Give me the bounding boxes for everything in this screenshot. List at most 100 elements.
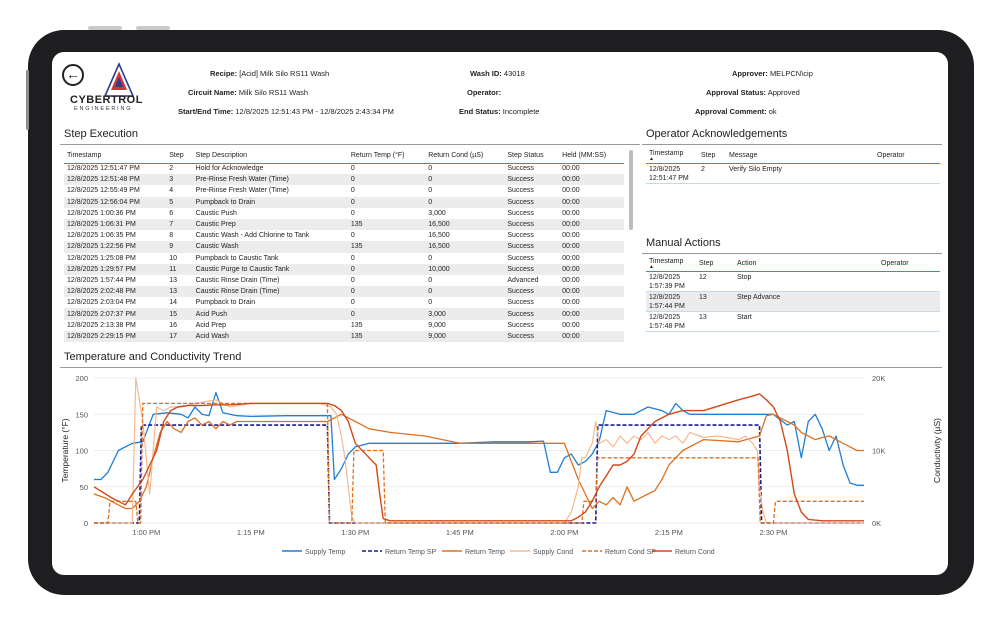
table-row[interactable]: 12/8/2025 1:06:35 PM 8 Caustic Wash - Add … — [64, 230, 624, 241]
table-cell: 12 — [699, 273, 707, 281]
table-row[interactable]: 12/8/2025 2:02:48 PM 13 Caustic Rinse Drai… — [64, 286, 624, 298]
table-cell: Success — [507, 232, 534, 240]
table-cell: Success — [507, 265, 534, 273]
table-cell: 00:00 — [562, 165, 580, 173]
table-row[interactable]: 12/8/2025 1:06:31 PM 7 Caustic Prep 135 16,5… — [64, 218, 624, 231]
operator-label: Operator: — [467, 88, 502, 97]
table-row[interactable]: 12/8/2025 2:13:38 PM 16 Acid Prep 135 9,000 S… — [64, 320, 624, 331]
table-row[interactable]: 12/8/2025 12:55:49 PM 4 Pre-Rinse Fresh Wa… — [64, 185, 624, 196]
table-row[interactable]: 12/8/2025 2:29:15 PM 17 Acid Wash 135 9,000 S… — [64, 330, 624, 342]
time-value: 12/8/2025 12:51:43 PM - 12/8/2025 2:43:3… — [235, 107, 394, 116]
timestamp-cell: 12/8/2025 1:57:39 PM — [646, 271, 696, 291]
divider — [60, 367, 942, 368]
column-header[interactable]: Timestamp ▲ — [646, 149, 698, 164]
table-row[interactable]: 12/8/2025 1:22:56 PM 9 Caustic Wash 135 16,5… — [64, 241, 624, 253]
table-row[interactable]: 12/8/2025 2:03:04 PM 14 Pumpback to Drain 0… — [64, 297, 624, 308]
table-cell: Success — [507, 332, 534, 340]
logo-subtitle: ENGINEERING — [74, 106, 133, 112]
table-cell: Step Advance — [737, 293, 781, 301]
table-row[interactable]: 12/8/2025 12:56:04 PM 5 Pumpback to Drain 0… — [64, 196, 624, 208]
cybertrol-logo-icon — [103, 62, 135, 97]
endstatus-value: Incomplete — [502, 107, 540, 116]
column-header[interactable]: Held (MM:SS) — [559, 149, 624, 164]
column-header[interactable]: Return Temp (°F) — [347, 149, 426, 164]
table-row[interactable]: 12/8/2025 1:57:44 PM 13 Step Advance — [646, 291, 940, 311]
column-header[interactable]: Step Status — [504, 149, 560, 164]
x-tick-label: 1:00 PM — [132, 528, 160, 537]
table-cell: 00:00 — [562, 221, 580, 229]
table-cell: 0 — [350, 165, 355, 173]
column-header[interactable]: Operator — [878, 257, 940, 272]
table-row[interactable]: 12/8/2025 1:57:48 PM 13 Start — [646, 311, 940, 331]
column-header[interactable]: Step — [696, 257, 734, 272]
column-header[interactable]: Message — [726, 149, 874, 164]
circuit-value: Milk Silo RS11 Wash — [238, 88, 309, 97]
column-header[interactable]: Timestamp ▲ — [646, 257, 696, 272]
step-execution-title: Step Execution — [64, 128, 138, 140]
table-cell: Success — [507, 165, 534, 173]
operator-ack-title: Operator Acknowledgements — [646, 128, 788, 140]
x-tick-label: 1:30 PM — [341, 528, 369, 537]
table-cell: 12/8/2025 2:03:04 PM — [67, 299, 136, 307]
table-cell: Success — [507, 176, 534, 184]
table-cell: 00:00 — [562, 187, 580, 195]
table-cell: Verify Silo Empty — [729, 165, 782, 173]
y-tick-label: 100 — [75, 447, 88, 456]
approval-comment-label: Approval Comment: — [695, 107, 767, 116]
table-cell: 00:00 — [562, 209, 580, 217]
approver-value: MELPCN\cip — [769, 69, 813, 78]
approval-comment-value: ok — [768, 107, 777, 116]
table-cell: Caustic Rinse Drain (Time) — [195, 276, 280, 284]
table-cell: 135 — [350, 321, 363, 329]
column-header[interactable]: Step Description — [192, 149, 348, 164]
table-cell: Caustic Prep — [195, 221, 236, 229]
x-tick-label: 2:30 PM — [759, 528, 787, 537]
table-cell — [878, 271, 940, 291]
tablet-top-button — [88, 26, 122, 30]
table-row[interactable]: 12/8/2025 12:51:48 PM 3 Pre-Rinse Fresh Wa… — [64, 174, 624, 186]
column-header[interactable]: Return Cond (µS) — [425, 149, 505, 164]
column-header[interactable]: Timestamp — [64, 149, 167, 164]
table-row[interactable]: 12/8/2025 2:07:37 PM 15 Acid Push 0 3,000 Suc… — [64, 308, 624, 320]
table-cell: 0 — [350, 299, 355, 307]
table-cell: 12/8/2025 2:07:37 PM — [67, 310, 136, 318]
y-tick-label: 0 — [84, 519, 88, 528]
table-cell: 0 — [350, 198, 355, 206]
table-cell: 0 — [350, 265, 355, 273]
table-row[interactable]: 12/8/2025 1:29:57 PM 11 Caustic Purge to C… — [64, 263, 624, 275]
table-header-row: Timestamp ▲ Step Message Operator — [646, 149, 940, 164]
table-scrollbar[interactable] — [629, 150, 633, 230]
table-row[interactable]: 12/8/2025 1:25:08 PM 10 Pumpback to Causti… — [64, 253, 624, 264]
y2-tick-label: 0K — [872, 519, 881, 528]
table-row[interactable]: 12/8/2025 1:57:44 PM 13 Caustic Rinse Drai… — [64, 275, 624, 286]
table-cell: 3 — [169, 176, 174, 184]
table-cell: 0 — [428, 187, 433, 195]
table-cell: 12/8/2025 1:25:08 PM — [67, 254, 136, 262]
column-header[interactable]: Action — [734, 257, 878, 272]
column-label: Step — [699, 260, 714, 268]
timestamp-date: 12/8/2025 — [649, 293, 681, 301]
x-tick-label: 1:15 PM — [237, 528, 265, 537]
table-cell: Success — [507, 321, 534, 329]
table-cell: 0 — [350, 288, 355, 296]
column-header[interactable]: Step — [698, 149, 726, 164]
table-cell: 15 — [169, 310, 177, 318]
table-row[interactable]: 12/8/2025 12:51:47 PM 2 Verify Silo Empty — [646, 163, 940, 183]
table-cell: 135 — [350, 332, 363, 340]
approval-status-label: Approval Status: — [706, 88, 767, 97]
table-cell: Stop — [737, 273, 752, 281]
table-row[interactable]: 12/8/2025 12:51:47 PM 2 Hold for Acknowled… — [64, 163, 624, 174]
table-row[interactable]: 12/8/2025 1:57:39 PM 12 Stop — [646, 271, 940, 291]
column-header[interactable]: Step — [166, 149, 193, 164]
back-arrow-icon[interactable]: ← — [62, 64, 84, 86]
column-label: Step — [701, 152, 716, 160]
table-cell: Success — [507, 299, 534, 307]
table-row[interactable]: 12/8/2025 1:00:36 PM 6 Caustic Push 0 3,000 S… — [64, 208, 624, 219]
table-cell: 00:00 — [562, 243, 580, 251]
table-cell: 12/8/2025 12:51:48 PM — [67, 176, 140, 184]
table-cell: 2 — [701, 165, 705, 173]
washid-label: Wash ID: — [470, 69, 502, 78]
column-header[interactable]: Operator — [874, 149, 940, 164]
table-cell: 5 — [169, 198, 174, 206]
table-cell: 12/8/2025 2:13:38 PM — [67, 321, 136, 329]
